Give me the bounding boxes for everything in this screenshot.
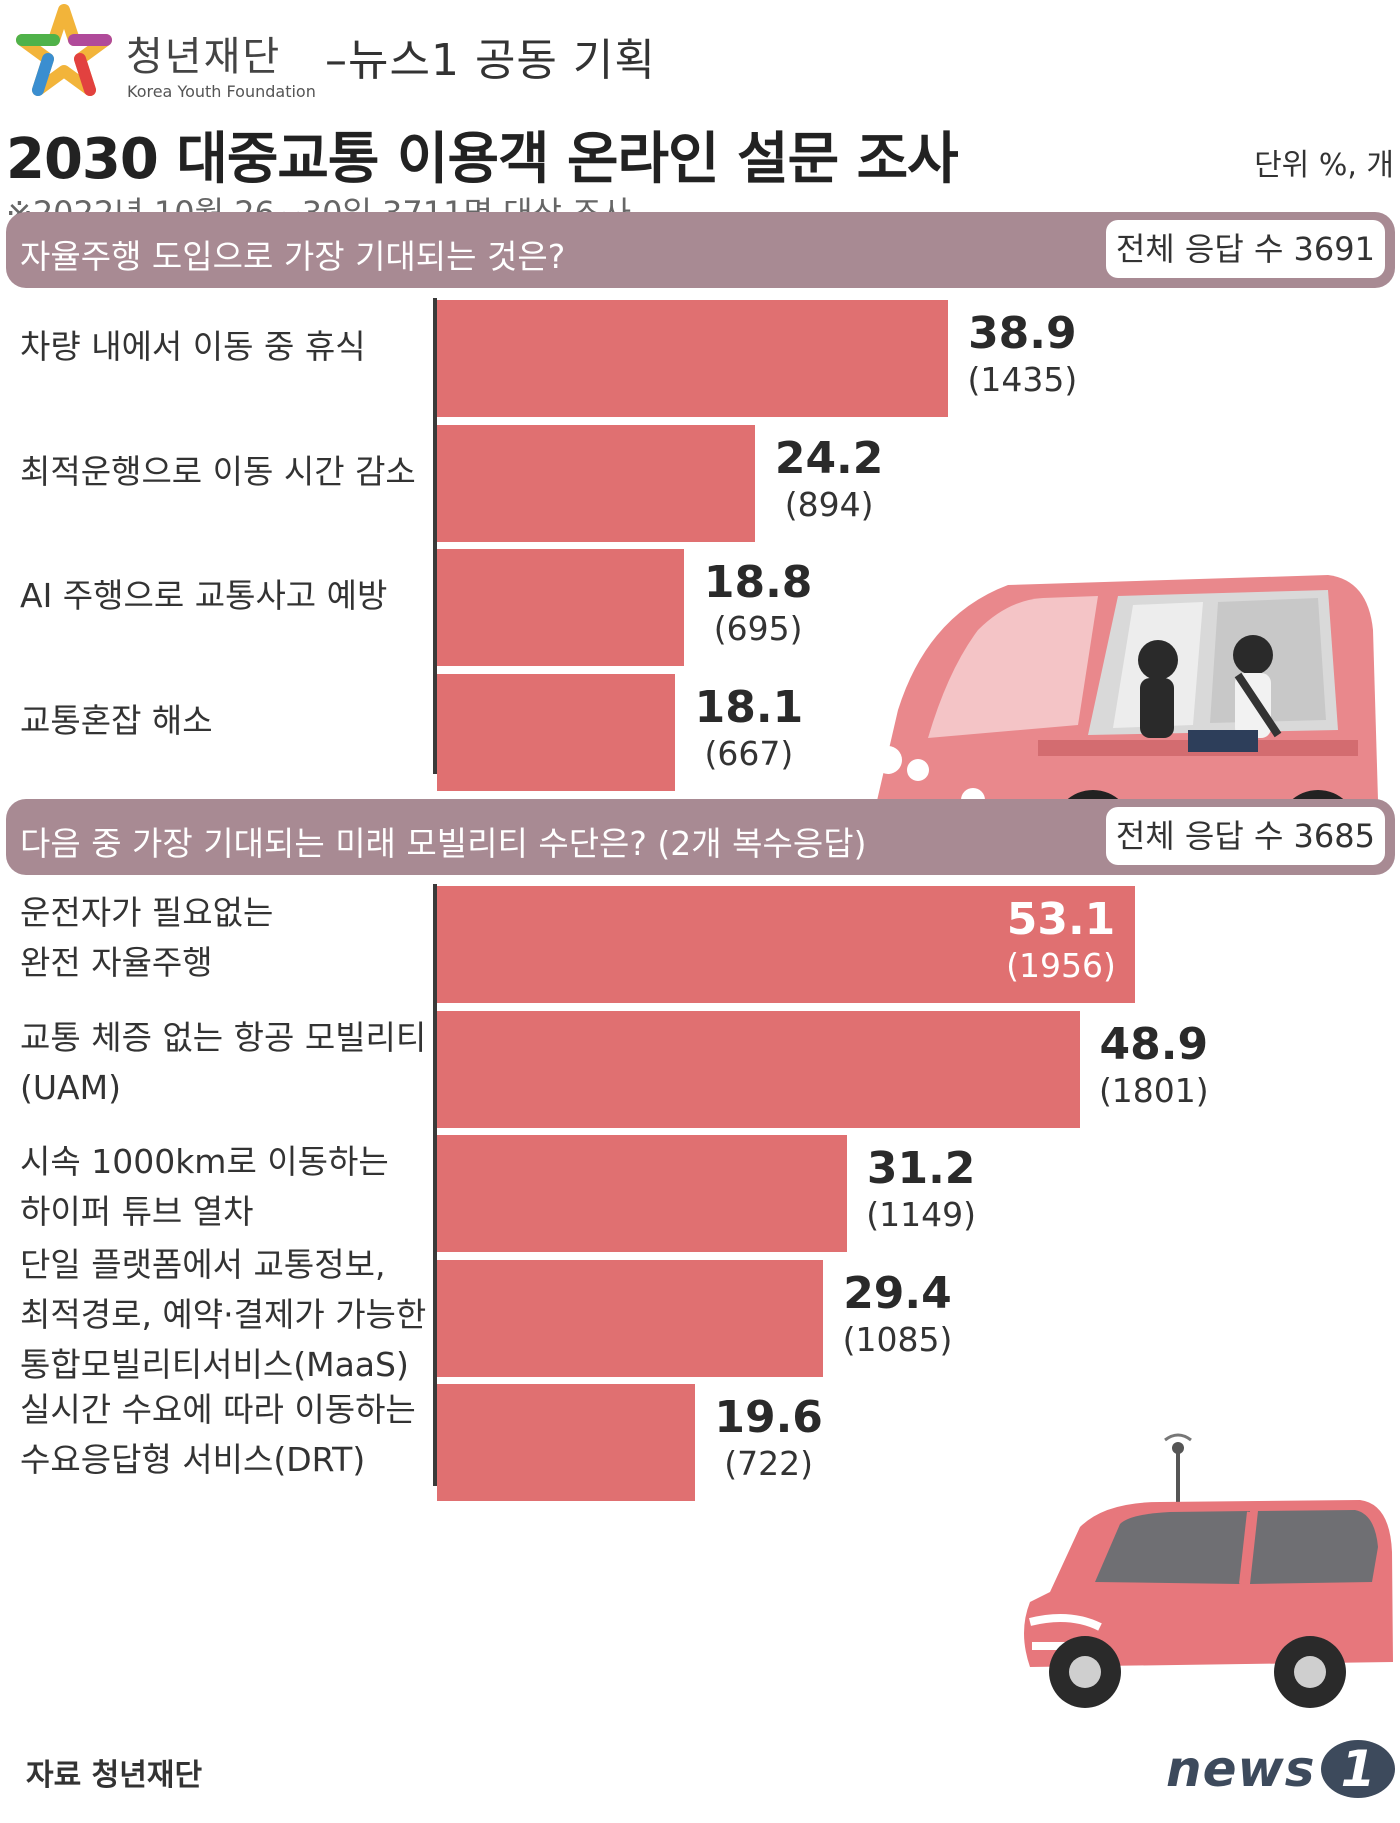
unit-label: 단위 %, 개 [1254, 148, 1394, 183]
chart-1-value-label: 18.1 [694, 682, 804, 733]
question-2-header: 다음 중 가장 기대되는 미래 모빌리티 수단은? (2개 복수응답) 전체 응… [6, 799, 1395, 875]
chart-1-label: 최적운행으로 이동 시간 감소 [20, 452, 416, 491]
chart-1-value-label: 24.2 [774, 433, 884, 484]
chart-1-label: 교통혼잡 해소 [20, 701, 213, 740]
page-title: 2030 대중교통 이용객 온라인 설문 조사 [6, 127, 959, 192]
chart-2-value-box: 29.4 (1085) [827, 1270, 967, 1362]
chart-2-bar [437, 1260, 824, 1377]
news1-logo: news 1 [1166, 1740, 1396, 1798]
chart-2-label-line: 수요응답형 서비스(DRT) [20, 1440, 366, 1479]
chart-2-label-line: (UAM) [20, 1068, 121, 1107]
question-2-total: 전체 응답 수 3685 [1105, 807, 1385, 865]
chart-2-label-line: 실시간 수요에 따라 이동하는 [20, 1390, 416, 1429]
chart-1-value-box: 18.1 (667) [679, 684, 819, 776]
chart-1-count-label: (1435) [967, 360, 1078, 399]
chart-2-count-label: (1801) [1098, 1071, 1209, 1110]
chart-2-label-line: 시속 1000km로 이동하는 [20, 1142, 389, 1181]
chart-2-label: 시속 1000km로 이동하는 하이퍼 튜브 열차 [20, 1137, 389, 1237]
chart-2-label: 교통 체증 없는 항공 모빌리티 (UAM) [20, 1013, 426, 1113]
org-subtitle: Korea Youth Foundation [127, 82, 316, 101]
news1-logo-number: 1 [1321, 1740, 1396, 1798]
chart-2-label-line: 단일 플랫폼에서 교통정보, [20, 1245, 386, 1284]
chart-2-label-line: 운전자가 필요없는 [20, 893, 274, 932]
chart-2-value-box: 31.2 (1149) [851, 1145, 991, 1237]
news1-logo-text: news [1166, 1740, 1316, 1798]
question-2-title: 다음 중 가장 기대되는 미래 모빌리티 수단은? (2개 복수응답) [20, 824, 867, 863]
chart-2-value-label: 19.6 [714, 1392, 823, 1443]
chart-2-count-label: (1956) [1006, 946, 1116, 985]
chart-1-bar [437, 674, 675, 791]
question-1-header: 자율주행 도입으로 가장 기대되는 것은? 전체 응답 수 3691 [6, 212, 1395, 288]
chart-1-value-box: 18.8 (695) [688, 559, 828, 651]
chart-2-count-label: (1149) [866, 1195, 976, 1234]
chart-1-bar [437, 300, 949, 417]
chart-2-value-label: 31.2 [866, 1143, 976, 1194]
question-1-total: 전체 응답 수 3691 [1105, 220, 1385, 278]
chart-2-value-box: 53.1 (1956) [991, 896, 1131, 988]
chart-1-bar [437, 549, 685, 666]
chart-2-bar [437, 1384, 695, 1501]
small-car-illustration-icon [1010, 1432, 1395, 1722]
org-name: 청년재단 [126, 34, 282, 80]
chart-2-value-label: 48.9 [1099, 1019, 1209, 1070]
chart-2-label: 실시간 수요에 따라 이동하는 수요응답형 서비스(DRT) [20, 1385, 416, 1485]
chart-2-bar [437, 886, 1136, 1003]
chart-2-label-line: 완전 자율주행 [20, 943, 213, 982]
chart-1-value-box: 38.9 (1435) [952, 310, 1092, 402]
foundation-logo-icon [8, 4, 120, 104]
chart-2-label-line: 통합모빌리티서비스(MaaS) [20, 1345, 409, 1384]
chart-2-value-box: 19.6 (722) [699, 1394, 839, 1486]
chart-2-count-label: (1085) [842, 1320, 953, 1359]
chart-1-bar [437, 425, 756, 542]
chart-1-count-label: (695) [713, 609, 803, 648]
chart-1-value-label: 38.9 [968, 308, 1077, 359]
collab-label: –뉴스1 공동 기획 [325, 35, 656, 86]
chart-2-bar [437, 1011, 1080, 1128]
chart-2-bar [437, 1135, 848, 1252]
chart-2-count-label: (722) [724, 1444, 814, 1483]
source-label: 자료 청년재단 [26, 1758, 203, 1793]
chart-2-value-label: 53.1 [1006, 894, 1116, 945]
chart-1-value-label: 18.8 [703, 557, 813, 608]
chart-2-value-box: 48.9 (1801) [1084, 1021, 1224, 1113]
chart-2-label-line: 교통 체증 없는 항공 모빌리티 [20, 1018, 427, 1057]
chart-1-value-box: 24.2 (894) [759, 435, 899, 527]
chart-1-axis [433, 298, 437, 774]
question-1-title: 자율주행 도입으로 가장 기대되는 것은? [20, 237, 566, 276]
chart-2-label: 운전자가 필요없는 완전 자율주행 [20, 888, 273, 988]
chart-1-count-label: (894) [784, 485, 874, 524]
chart-2-label-line: 최적경로, 예약·결제가 가능한 [20, 1295, 427, 1334]
chart-2-label: 단일 플랫폼에서 교통정보, 최적경로, 예약·결제가 가능한 통합모빌리티서비… [20, 1240, 426, 1390]
chart-1-label: AI 주행으로 교통사고 예방 [20, 576, 388, 615]
chart-2-label-line: 하이퍼 튜브 열차 [20, 1192, 254, 1231]
chart-1-count-label: (667) [704, 734, 794, 773]
chart-2-axis [433, 884, 437, 1486]
chart-1-label: 차량 내에서 이동 중 휴식 [20, 327, 366, 366]
chart-2-value-label: 29.4 [843, 1268, 952, 1319]
